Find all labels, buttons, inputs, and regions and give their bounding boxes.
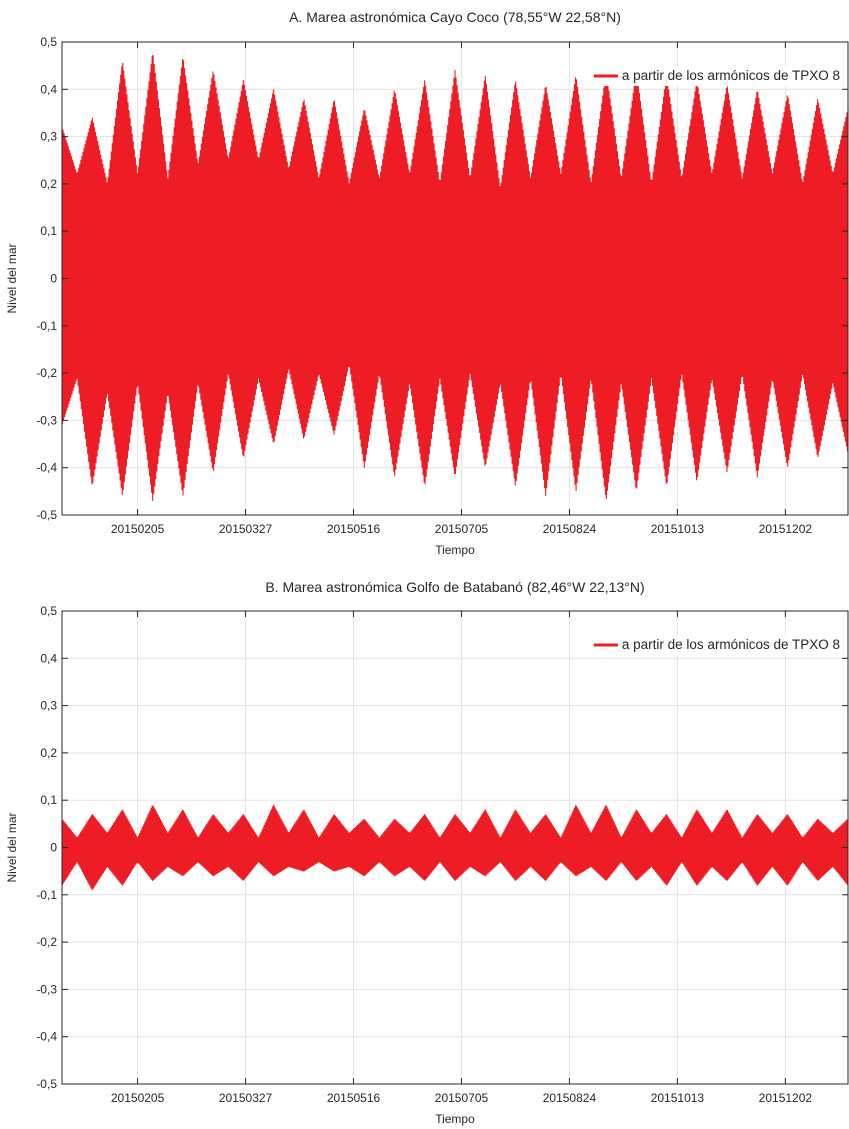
y-tick-label: -0,4: [36, 1030, 57, 1044]
y-tick-label: -0,2: [36, 935, 57, 949]
x-tick-label: 20150824: [543, 1091, 597, 1105]
series-line-1: [61, 804, 849, 890]
y-tick-label: -0,3: [36, 413, 57, 427]
series-line-1: [61, 54, 849, 502]
legend: a partir de los armónicos de TPXO 8: [589, 635, 844, 655]
x-tick-label: 20151202: [759, 1091, 813, 1105]
y-tick-label: 0,3: [40, 699, 57, 713]
y-axis-label: Nivel del mar: [5, 812, 19, 882]
legend: a partir de los armónicos de TPXO 8: [589, 66, 844, 86]
y-tick-label: -0,5: [36, 1077, 57, 1091]
x-tick-label: 20150205: [111, 1091, 165, 1105]
y-tick-label: 0: [50, 272, 57, 286]
y-tick-label: 0,1: [40, 793, 57, 807]
y-tick-label: 0,2: [40, 177, 57, 191]
y-axis-label: Nivel del mar: [5, 243, 19, 313]
x-tick-label: 20150327: [219, 1091, 273, 1105]
chart-title: B. Marea astronómica Golfo de Batabanó (…: [265, 579, 644, 595]
legend-label: a partir de los armónicos de TPXO 8: [622, 637, 840, 652]
y-tick-label: -0,4: [36, 461, 57, 475]
y-tick-label: -0,2: [36, 366, 57, 380]
x-tick-label: 20150516: [327, 1091, 381, 1105]
x-tick-label: 20150824: [543, 522, 597, 536]
x-tick-label: 20151202: [759, 522, 813, 536]
y-tick-label: -0,5: [36, 508, 57, 522]
x-tick-label: 20151013: [651, 522, 705, 536]
x-tick-label: 20150705: [435, 522, 489, 536]
y-tick-label: 0,1: [40, 224, 57, 238]
chart-title: A. Marea astronómica Cayo Coco (78,55°W …: [289, 9, 621, 25]
y-tick-label: 0,4: [40, 82, 57, 96]
chart-panel-1: A. Marea astronómica Cayo Coco (78,55°W …: [5, 9, 849, 557]
y-tick-label: 0,5: [40, 604, 57, 618]
legend-box: [589, 66, 844, 86]
x-tick-label: 20150205: [111, 522, 165, 536]
y-tick-label: -0,1: [36, 888, 57, 902]
x-tick-label: 20150327: [219, 522, 273, 536]
y-tick-label: 0,3: [40, 130, 57, 144]
x-tick-label: 20150705: [435, 1091, 489, 1105]
y-tick-label: -0,3: [36, 982, 57, 996]
x-axis-label: Tiempo: [435, 543, 475, 557]
y-tick-label: 0,5: [40, 35, 57, 49]
x-tick-label: 20151013: [651, 1091, 705, 1105]
chart-panel-2: B. Marea astronómica Golfo de Batabanó (…: [5, 579, 849, 1126]
y-tick-label: 0: [50, 841, 57, 855]
y-tick-label: 0,4: [40, 651, 57, 665]
y-tick-label: 0,2: [40, 746, 57, 760]
legend-box: [589, 635, 844, 655]
x-axis-label: Tiempo: [435, 1112, 475, 1126]
legend-label: a partir de los armónicos de TPXO 8: [622, 68, 840, 83]
x-tick-label: 20150516: [327, 522, 381, 536]
y-tick-label: -0,1: [36, 319, 57, 333]
